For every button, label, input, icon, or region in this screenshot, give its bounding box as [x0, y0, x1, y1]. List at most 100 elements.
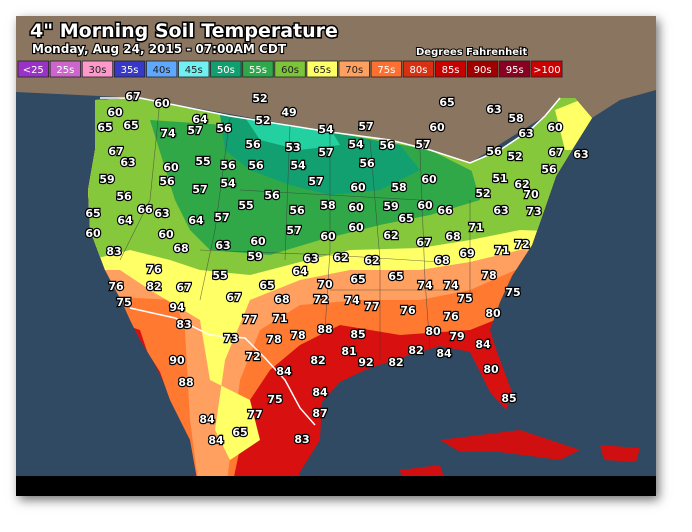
station-value: 57: [286, 224, 301, 237]
legend-swatch: [113, 60, 146, 78]
legend-label: 75s: [377, 65, 395, 76]
station-value: 56: [216, 122, 232, 135]
station-value: 63: [518, 127, 533, 140]
station-value: 56: [289, 204, 305, 217]
station-value: 65: [388, 270, 403, 283]
station-value: 62: [383, 229, 398, 242]
legend-swatch: [49, 60, 81, 78]
legend-swatch: [306, 60, 338, 78]
station-value: 63: [215, 239, 230, 252]
station-value: 88: [317, 323, 332, 336]
station-value: 73: [526, 205, 541, 218]
bottom-bar: [16, 476, 656, 496]
station-value: 67: [226, 291, 241, 304]
station-value: 59: [247, 250, 262, 263]
legend-swatch: [338, 60, 370, 78]
station-value: 60: [320, 230, 336, 243]
station-value: 56: [245, 138, 261, 151]
legend-label: 90s: [474, 65, 492, 76]
station-value: 56: [541, 163, 557, 176]
station-value: 66: [137, 203, 153, 216]
station-value: 54: [348, 138, 364, 151]
legend-swatch: [370, 60, 403, 78]
station-value: 57: [358, 120, 373, 133]
station-value: 57: [187, 124, 202, 137]
station-value: 55: [195, 155, 210, 168]
station-value: 78: [481, 269, 496, 282]
station-value: 60: [154, 97, 170, 110]
station-value: 53: [285, 141, 300, 154]
station-value: 78: [290, 329, 305, 342]
station-value: 60: [350, 181, 366, 194]
station-value: 57: [318, 146, 333, 159]
station-value: 84: [475, 338, 491, 351]
station-value: 80: [483, 363, 499, 376]
station-value: 65: [259, 279, 274, 292]
legend-swatch: [466, 60, 499, 78]
station-value: 84: [199, 413, 215, 426]
station-value: 65: [123, 119, 138, 132]
station-value: 64: [188, 214, 204, 227]
station-value: 62: [333, 251, 348, 264]
station-value: 83: [294, 433, 309, 446]
station-value: 56: [116, 190, 132, 203]
station-value: 59: [383, 200, 398, 213]
station-value: 82: [310, 354, 325, 367]
station-value: 55: [238, 199, 253, 212]
station-value: 55: [212, 269, 227, 282]
station-value: 72: [245, 350, 260, 363]
station-value: 58: [391, 181, 406, 194]
station-value: 60: [547, 121, 563, 134]
legend-swatch: [178, 60, 210, 78]
legend-label: <25: [23, 65, 44, 76]
legend-swatch: [402, 60, 435, 78]
station-value: 76: [443, 310, 459, 323]
station-value: 54: [318, 123, 334, 136]
station-value: 64: [192, 113, 208, 126]
station-value: 71: [272, 312, 287, 325]
legend-swatch: [242, 60, 274, 78]
legend-label: >100: [533, 65, 560, 76]
legend-label: 85s: [442, 65, 460, 76]
border-mexico: [129, 307, 316, 426]
station-value: 52: [255, 114, 270, 127]
station-value: 76: [400, 304, 416, 317]
station-value: 74: [417, 279, 433, 292]
station-value: 60: [348, 221, 364, 234]
station-value: 75: [267, 393, 282, 406]
station-value: 60: [348, 201, 364, 214]
station-value: 74: [443, 279, 459, 292]
map-frame: 4" Morning Soil Temperature Monday, Aug …: [16, 16, 656, 496]
legend-label: 60s: [281, 65, 299, 76]
station-value: 85: [501, 392, 516, 405]
station-value: 74: [160, 127, 176, 140]
station-value: 69: [459, 247, 474, 260]
station-value: 84: [208, 434, 224, 447]
subtitle: Monday, Aug 24, 2015 - 07:00AM CDT: [32, 42, 287, 56]
legend-swatch: [499, 60, 531, 78]
station-value: 82: [408, 344, 423, 357]
station-value: 67: [125, 90, 140, 103]
station-value: 49: [281, 106, 296, 119]
station-value: 88: [178, 376, 193, 389]
station-value: 57: [214, 211, 229, 224]
station-value: 64: [117, 214, 133, 227]
station-value: 60: [158, 228, 174, 241]
legend-label: 25s: [56, 65, 74, 76]
station-value: 58: [320, 199, 335, 212]
station-value: 62: [514, 178, 529, 191]
station-value: 84: [436, 347, 452, 360]
station-value: 75: [505, 286, 520, 299]
station-value: 60: [163, 161, 179, 174]
station-value: 57: [308, 175, 323, 188]
station-value: 65: [398, 212, 413, 225]
station-value: 52: [475, 187, 490, 200]
legend-label: 30s: [88, 65, 106, 76]
station-value: 87: [312, 407, 327, 420]
legend-swatch: [434, 60, 467, 78]
station-value: 52: [252, 92, 267, 105]
map: 4" Morning Soil Temperature Monday, Aug …: [16, 16, 656, 496]
station-value: 83: [176, 318, 191, 331]
station-value: 70: [317, 278, 333, 291]
